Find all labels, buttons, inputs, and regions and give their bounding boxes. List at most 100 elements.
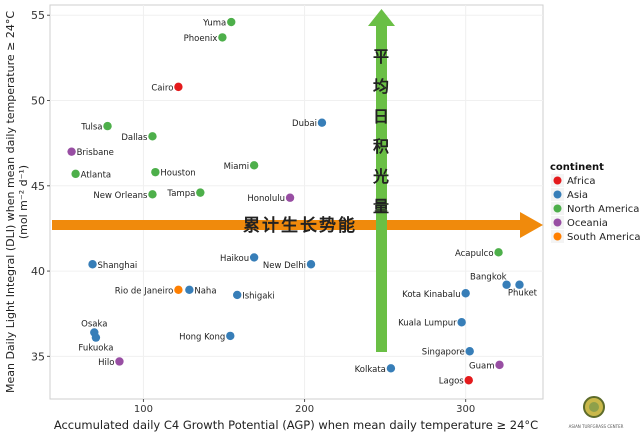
point-label: Hong Kong <box>179 332 225 342</box>
vertical-arrow-head <box>368 9 395 26</box>
data-point-brisbane: Brisbane <box>67 147 114 158</box>
point-label: Brisbane <box>77 148 114 158</box>
data-point-dubai: Dubai <box>292 118 327 129</box>
data-point-new-orleans: New Orleans <box>93 190 157 201</box>
data-point-houston: Houston <box>151 167 196 179</box>
point-label: Haikou <box>220 254 249 264</box>
point-label: New Delhi <box>263 261 306 271</box>
point-marker <box>461 289 470 298</box>
data-points: Yuma Phoenix Cairo Dubai Tulsa Dallas Brisbane… <box>67 17 538 387</box>
point-marker <box>465 347 474 356</box>
legend-marker <box>553 204 562 213</box>
point-marker <box>495 360 504 370</box>
point-marker <box>174 285 183 295</box>
data-point-dallas: Dallas <box>121 132 157 143</box>
point-label: Cairo <box>151 83 173 93</box>
data-point-miami: Miami <box>224 161 259 172</box>
point-label: Kuala Lumpur <box>398 319 457 329</box>
point-marker <box>457 318 466 327</box>
horizontal-arrow-shaft <box>52 220 522 230</box>
legend: continent Africa Asia North America Oceania… <box>550 162 640 243</box>
data-point-ishigaki: Ishigaki <box>233 290 275 301</box>
point-marker <box>148 132 157 141</box>
y-axis-unit: (mol m⁻² d⁻¹) <box>17 165 30 239</box>
point-marker <box>71 169 80 179</box>
axes: 100 200 300 35 40 45 50 55 <box>31 9 475 415</box>
y-tick-label: 35 <box>31 350 45 363</box>
point-marker <box>91 333 101 342</box>
legend-label: Africa <box>567 176 596 187</box>
data-point-singapore: Singapore <box>422 347 474 358</box>
data-point-hilo: Hilo <box>98 357 124 368</box>
x-tick-label: 300 <box>456 404 475 415</box>
data-point-bangkok: Bangkok <box>470 273 511 289</box>
x-axis-label: Accumulated daily C4 Growth Potential (A… <box>54 418 538 432</box>
point-marker <box>67 147 76 156</box>
horizontal-arrow-label: 累计生长势能 <box>243 215 357 236</box>
data-point-tampa: Tampa <box>166 188 205 199</box>
point-label: Ishigaki <box>242 291 275 301</box>
point-label: Dubai <box>292 119 317 129</box>
point-label: Yuma <box>202 19 226 29</box>
grid <box>50 5 543 399</box>
point-label: Dallas <box>121 133 148 143</box>
point-marker <box>103 121 112 131</box>
data-point-kuala-lumpur: Kuala Lumpur <box>398 318 466 329</box>
data-point-honolulu: Honolulu <box>247 193 295 204</box>
point-label: Tulsa <box>80 123 102 133</box>
legend-label: Asia <box>567 190 588 201</box>
point-label: New Orleans <box>93 191 148 201</box>
plot-background <box>49 4 544 400</box>
data-point-hong-kong: Hong Kong <box>179 331 235 342</box>
point-label: Rio de Janeiro <box>115 286 174 296</box>
point-marker <box>249 161 259 170</box>
data-point-lagos: Lagos <box>439 376 473 387</box>
data-point-guam: Guam <box>469 360 504 371</box>
point-marker <box>151 167 160 177</box>
legend-item-oceania: Oceania <box>551 216 608 229</box>
point-marker <box>185 285 194 295</box>
y-tick-label: 45 <box>31 180 45 193</box>
horizontal-arrow-head <box>520 212 543 238</box>
point-label: Guam <box>469 361 494 371</box>
point-label: Lagos <box>439 377 465 387</box>
point-marker <box>317 118 327 127</box>
point-label: Naha <box>194 286 216 296</box>
legend-marker <box>553 176 562 185</box>
data-point-phoenix: Phoenix <box>184 33 227 44</box>
point-label: Acapulco <box>455 249 494 259</box>
data-point-phuket: Phuket <box>508 280 538 299</box>
y-tick-label: 50 <box>31 95 45 108</box>
data-point-yuma: Yuma <box>202 17 236 29</box>
point-marker <box>174 82 183 92</box>
legend-marker <box>553 190 562 199</box>
point-label: Miami <box>224 162 250 172</box>
data-point-tulsa: Tulsa <box>80 121 112 133</box>
point-marker <box>386 364 396 373</box>
data-point-kolkata: Kolkata <box>355 364 396 375</box>
point-label: Kolkata <box>355 365 386 375</box>
vertical-arrow-shaft <box>376 24 387 352</box>
legend-marker <box>553 218 562 227</box>
point-label: Kota Kinabalu <box>402 290 460 300</box>
point-marker <box>227 17 236 27</box>
point-label: Singapore <box>422 348 465 358</box>
y-tick-label: 40 <box>31 265 45 278</box>
legend-item-south-america: South America <box>551 230 640 243</box>
legend-label: North America <box>567 204 639 215</box>
point-label: Osaka <box>81 319 107 329</box>
logo: ASIAN TURFGRASS CENTER <box>569 396 624 429</box>
vertical-arrow-label: 平均日积光量 <box>372 47 389 216</box>
point-label: Shanghai <box>98 261 138 271</box>
data-point-shanghai: Shanghai <box>88 260 137 271</box>
legend-item-africa: Africa <box>551 174 596 187</box>
point-marker <box>306 260 316 269</box>
x-tick-label: 100 <box>134 404 153 415</box>
point-marker <box>148 190 157 199</box>
legend-item-asia: Asia <box>551 188 588 201</box>
data-point-new-delhi: New Delhi <box>263 260 316 271</box>
data-point-kota-kinabalu: Kota Kinabalu <box>402 289 470 300</box>
data-point-atlanta: Atlanta <box>71 169 111 180</box>
data-point-naha: Naha <box>185 285 217 296</box>
